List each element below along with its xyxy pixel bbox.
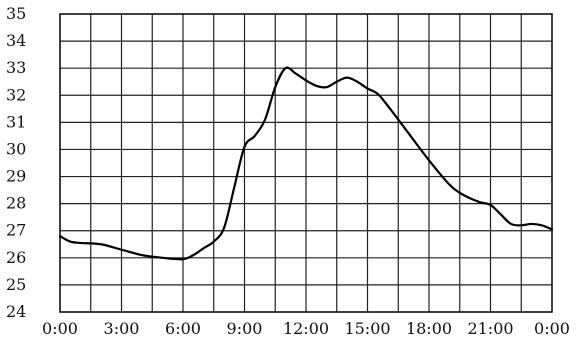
series-layer <box>58 66 554 261</box>
y-tick-label: 24 <box>6 302 26 321</box>
y-tick-label: 33 <box>6 58 26 77</box>
x-axis-ticks: 0:00 3:00 6:00 9:00 12:00 15:00 18:00 21:00 0:00 <box>42 319 570 338</box>
y-tick-label: 35 <box>6 4 26 23</box>
y-tick-label: 32 <box>6 85 26 104</box>
grid <box>60 14 552 312</box>
plot-frame <box>59 13 553 313</box>
y-tick-label: 31 <box>6 112 26 131</box>
x-tick-label: 0:00 <box>42 319 78 338</box>
y-axis-ticks: 24 25 26 27 28 29 30 31 32 33 34 35 <box>6 4 26 321</box>
y-tick-label: 27 <box>6 221 26 240</box>
y-tick-label: 29 <box>6 167 26 186</box>
y-tick-label: 30 <box>6 139 26 158</box>
y-tick-label: 26 <box>6 248 26 267</box>
x-tick-label: 15:00 <box>344 319 390 338</box>
y-tick-label: 28 <box>6 194 26 213</box>
x-tick-label: 0:00 <box>534 319 570 338</box>
x-tick-label: 18:00 <box>406 319 452 338</box>
y-tick-label: 34 <box>6 31 26 50</box>
x-tick-label: 9:00 <box>227 319 263 338</box>
x-tick-label: 3:00 <box>104 319 140 338</box>
x-tick-label: 6:00 <box>165 319 201 338</box>
y-tick-label: 25 <box>6 275 26 294</box>
series-line <box>58 66 554 261</box>
x-tick-label: 21:00 <box>467 319 513 338</box>
x-tick-label: 12:00 <box>283 319 329 338</box>
